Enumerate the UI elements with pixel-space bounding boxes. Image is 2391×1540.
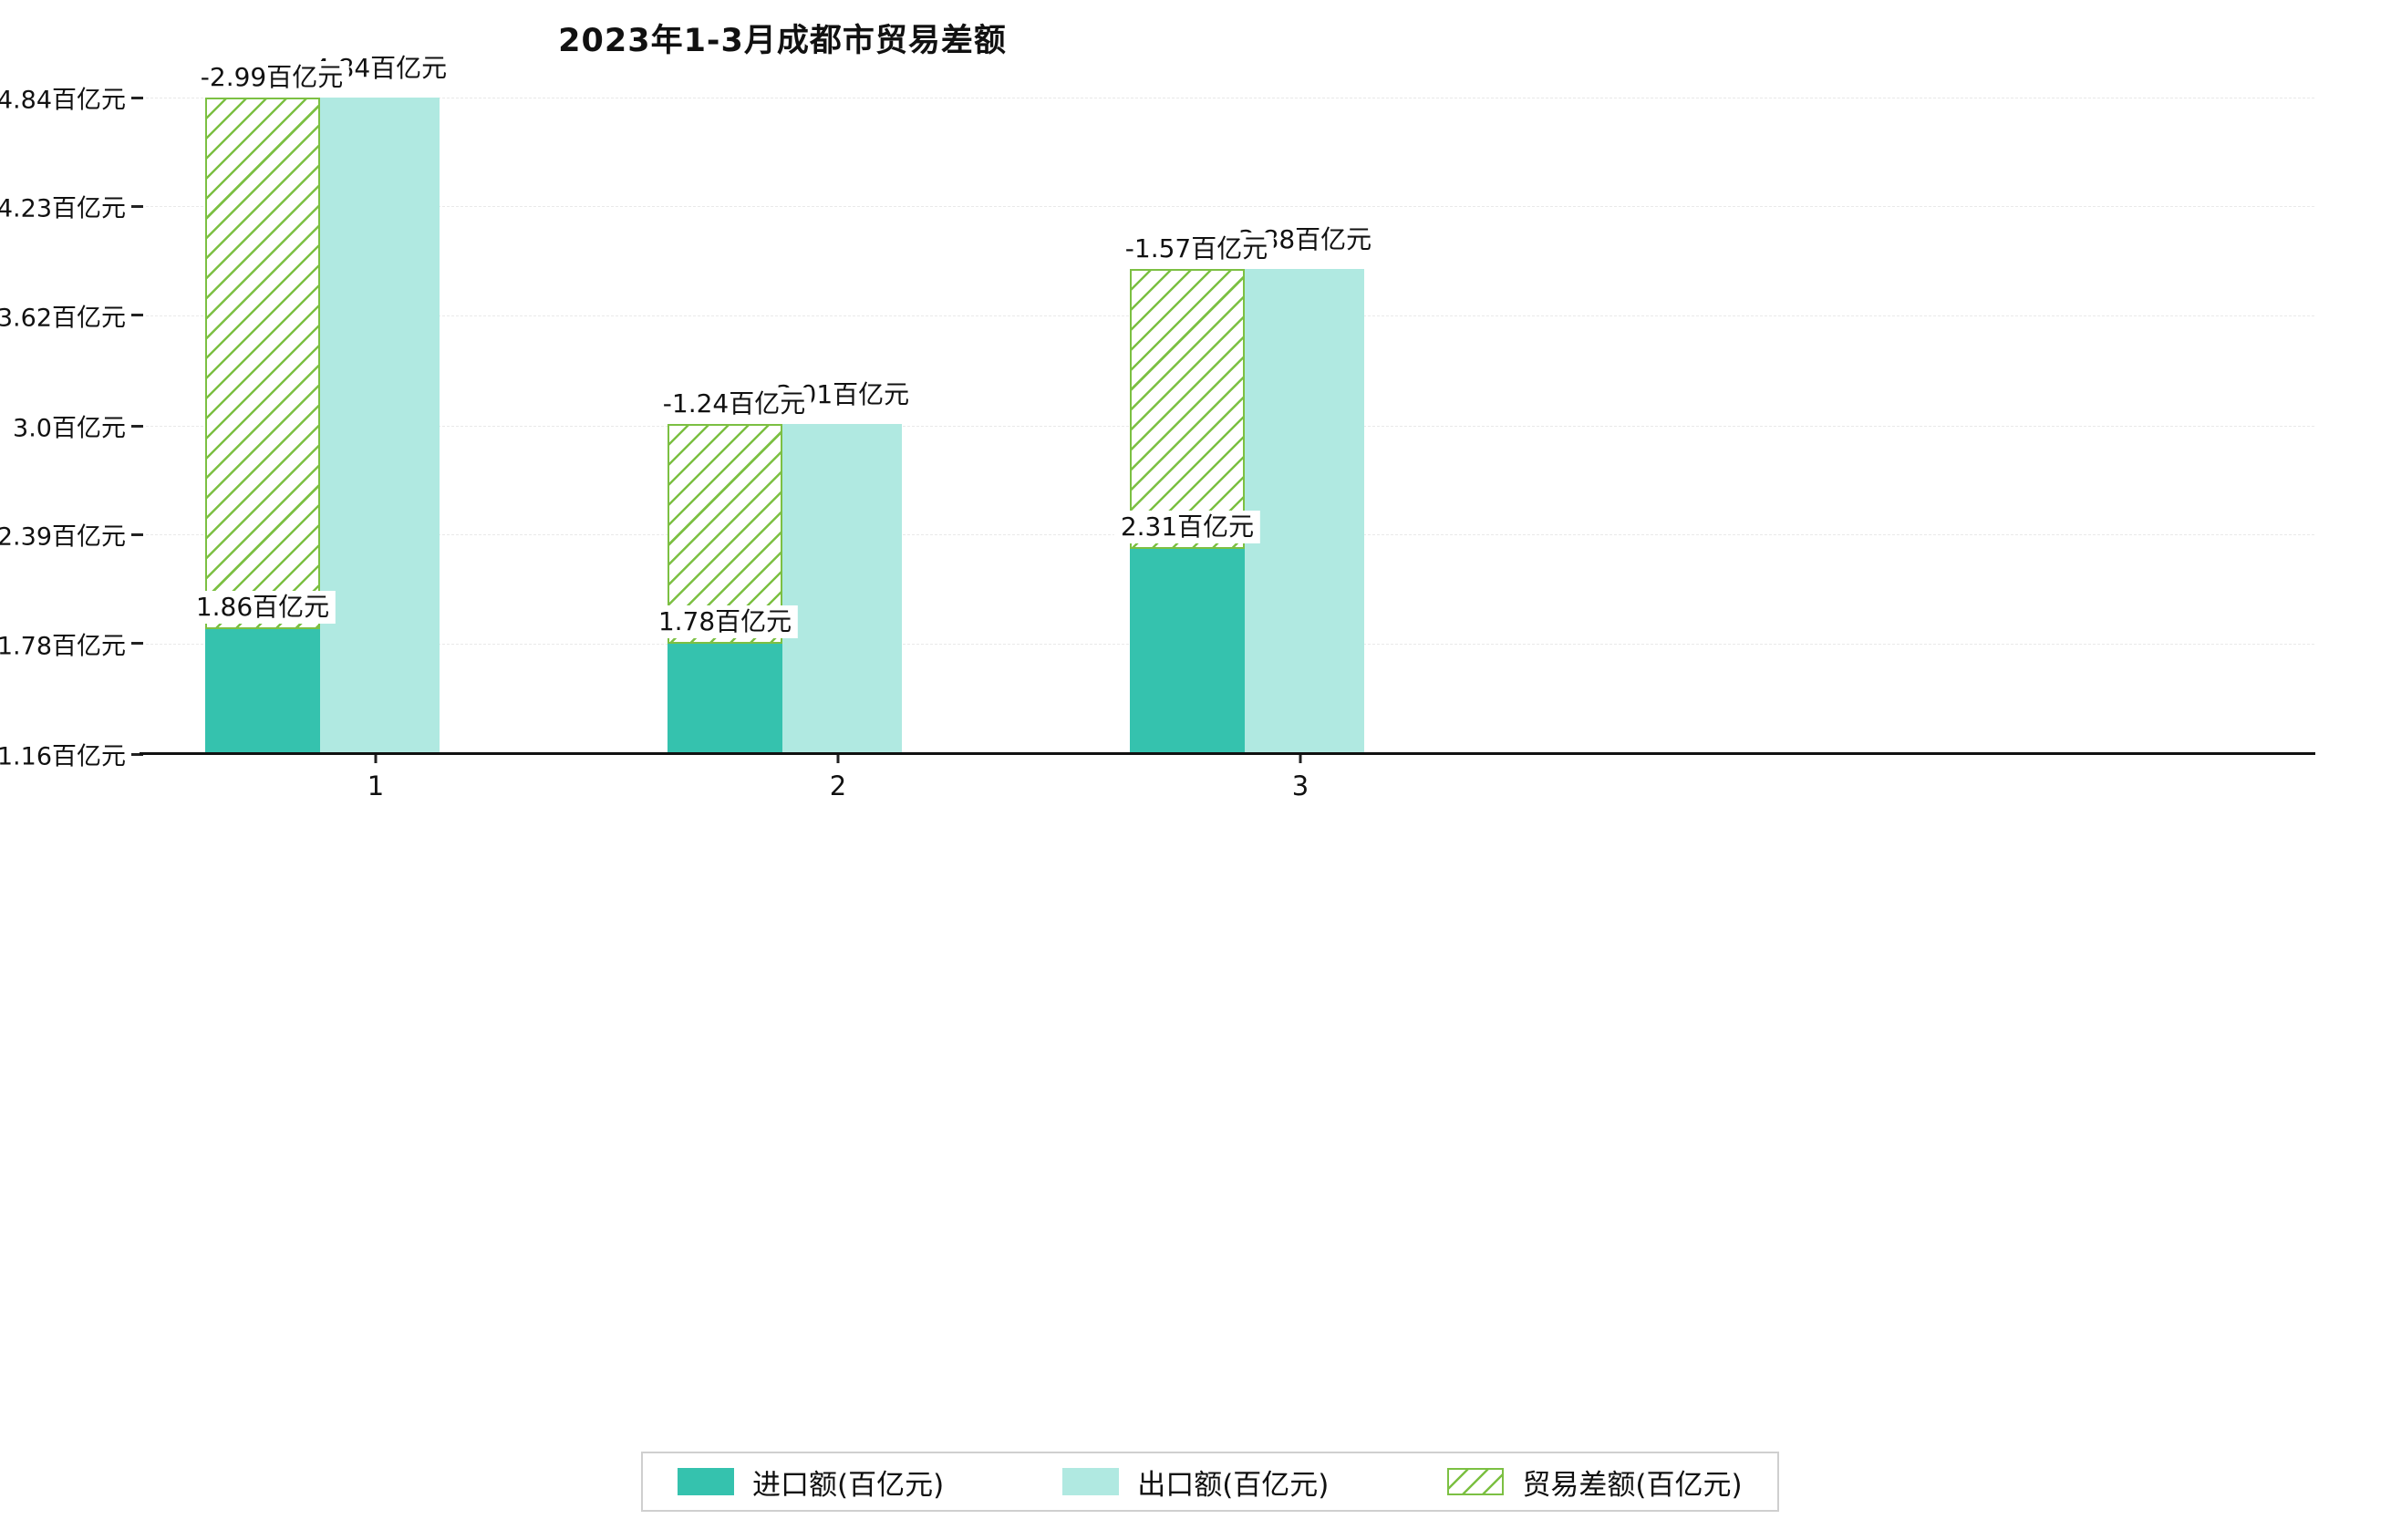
bar-import-month-3 xyxy=(1130,549,1245,754)
legend-label-trade-balance: 贸易差额(百亿元) xyxy=(1522,1468,1743,1502)
bar-import-month-2 xyxy=(668,643,782,754)
y-tick-mark xyxy=(131,204,143,208)
bar-trade-balance-month-1 xyxy=(205,98,320,630)
legend-entry-import: 进口额(百亿元) xyxy=(678,1462,944,1503)
bar-export-month-2 xyxy=(782,424,902,754)
data-label-import-month-1: 1.86百亿元 xyxy=(189,591,336,625)
plot-area: 1.16百亿元 1.78百亿元 2.39百亿元 3.0百亿元 3.62百亿元 4.23百亿… xyxy=(0,52,2315,801)
y-tick-mark xyxy=(131,314,143,317)
y-tick-mark xyxy=(131,96,143,99)
x-axis-tick-label: 3 xyxy=(1291,770,1309,801)
legend: 进口额(百亿元) 出口额(百亿元) 贸易差额(百亿元) xyxy=(641,1452,1779,1512)
y-axis-tick-label: 1.16百亿元 xyxy=(0,742,126,771)
chart-title: 2023年1-3月成都市贸易差额 xyxy=(558,23,1007,59)
y-axis-tick-label: 1.78百亿元 xyxy=(0,632,126,661)
y-tick-mark xyxy=(131,642,143,646)
legend-entry-trade-balance: 贸易差额(百亿元) xyxy=(1447,1462,1743,1503)
bar-export-month-3 xyxy=(1245,268,1364,754)
bar-trade-balance-month-3 xyxy=(1130,268,1245,549)
grid-line xyxy=(146,206,2314,208)
y-axis-tick-label: 2.39百亿元 xyxy=(0,522,126,552)
y-axis-tick-label: 4.23百亿元 xyxy=(0,194,126,223)
trade-balance-series-swatch-icon xyxy=(1447,1468,1505,1495)
export-series-swatch-icon xyxy=(1062,1468,1120,1495)
y-tick-mark xyxy=(131,532,143,536)
y-tick-mark xyxy=(131,424,143,428)
legend-label-export: 出口额(百亿元) xyxy=(1137,1468,1330,1502)
data-label-trade-balance-month-2: -1.24百亿元 xyxy=(656,388,813,421)
bar-import-month-1 xyxy=(205,629,320,754)
x-axis-tick-label: 1 xyxy=(367,770,385,801)
legend-label-import: 进口额(百亿元) xyxy=(752,1468,945,1502)
data-label-import-month-2: 1.78百亿元 xyxy=(651,605,799,638)
y-axis-tick-label: 3.62百亿元 xyxy=(0,304,126,333)
legend-entry-export: 出口额(百亿元) xyxy=(1062,1462,1329,1503)
y-tick-mark xyxy=(131,752,143,756)
x-tick-mark xyxy=(374,755,378,763)
data-label-import-month-3: 2.31百亿元 xyxy=(1113,511,1261,544)
bar-export-month-1 xyxy=(320,98,440,754)
x-axis-tick-label: 2 xyxy=(829,770,847,801)
x-tick-mark xyxy=(836,755,840,763)
import-series-swatch-icon xyxy=(678,1468,734,1495)
x-tick-mark xyxy=(1299,755,1302,763)
y-axis-tick-label: 4.84百亿元 xyxy=(0,86,126,115)
data-label-trade-balance-month-3: -1.57百亿元 xyxy=(1118,232,1275,265)
x-axis-line xyxy=(140,752,2315,755)
y-axis-tick-label: 3.0百亿元 xyxy=(13,414,126,443)
data-label-trade-balance-month-1: -2.99百亿元 xyxy=(193,61,350,95)
